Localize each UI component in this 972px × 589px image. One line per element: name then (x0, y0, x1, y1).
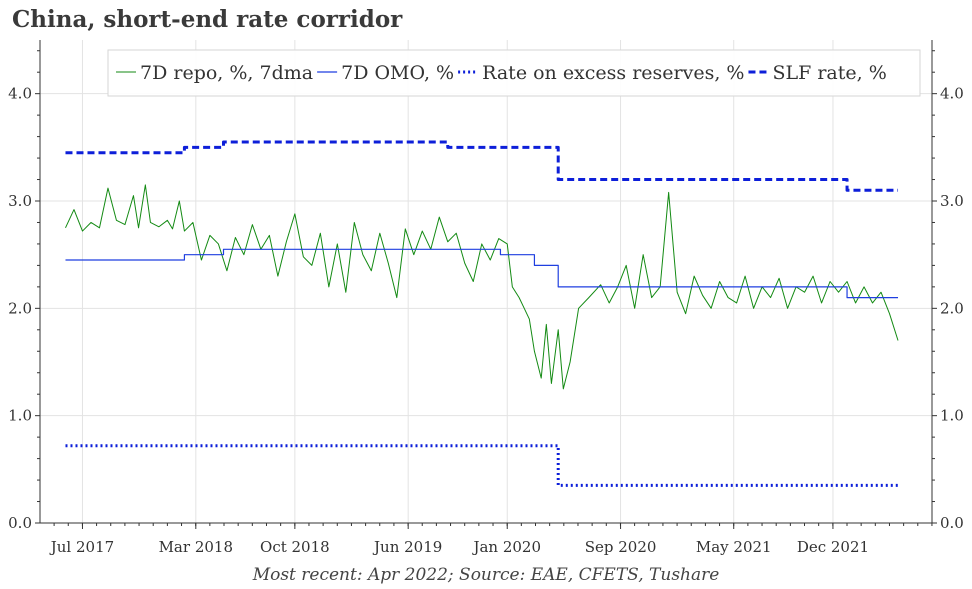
x-tick-label: Mar 2018 (159, 538, 233, 556)
legend-label-3: Rate on excess reserves, % (482, 62, 744, 84)
y-tick-label-left: 1.0 (8, 407, 32, 425)
x-tick-label: May 2021 (696, 538, 772, 556)
grid-lines (40, 40, 932, 524)
legend-label-1: 7D repo, %, 7dma (140, 62, 313, 84)
axes: 0.0 0.0 1.0 1.0 2.0 2.0 3.0 3.0 4.0 4.0 Jul 2017 Ma… (8, 40, 964, 556)
y-tick-label-right: 2.0 (940, 299, 964, 317)
y-tick-label-left: 0.0 (8, 514, 32, 532)
series-line-3 (65, 444, 899, 487)
y-tick-label-right: 0.0 (940, 514, 964, 532)
chart-title: China, short-end rate corridor (12, 6, 403, 33)
source-note: Most recent: Apr 2022; Source: EAE, CFET… (252, 565, 720, 585)
x-tick-label: Jan 2020 (471, 538, 541, 556)
series-line-1 (65, 184, 899, 390)
y-tick-label-right: 1.0 (940, 407, 964, 425)
x-tick-label: Sep 2020 (585, 538, 657, 556)
legend-label-2: 7D OMO, % (341, 62, 454, 84)
y-tick-label-right: 4.0 (940, 85, 964, 103)
legend-box (107, 49, 921, 97)
series-layer (65, 140, 899, 487)
series-line-4 (65, 140, 899, 192)
y-tick-label-left: 4.0 (8, 85, 32, 103)
legend-label-4: SLF rate, % (772, 62, 886, 84)
x-tick-label: Dec 2021 (797, 538, 869, 556)
y-tick-label-right: 3.0 (940, 192, 964, 210)
x-tick-label: Oct 2018 (260, 538, 330, 556)
legend: 7D repo, %, 7dma 7D OMO, % Rate on excess … (107, 49, 921, 97)
x-tick-label: Jun 2019 (372, 538, 442, 556)
y-tick-label-left: 2.0 (8, 299, 32, 317)
series-line-2 (65, 248, 899, 299)
y-tick-label-left: 3.0 (8, 192, 32, 210)
x-tick-label: Jul 2017 (49, 538, 114, 556)
